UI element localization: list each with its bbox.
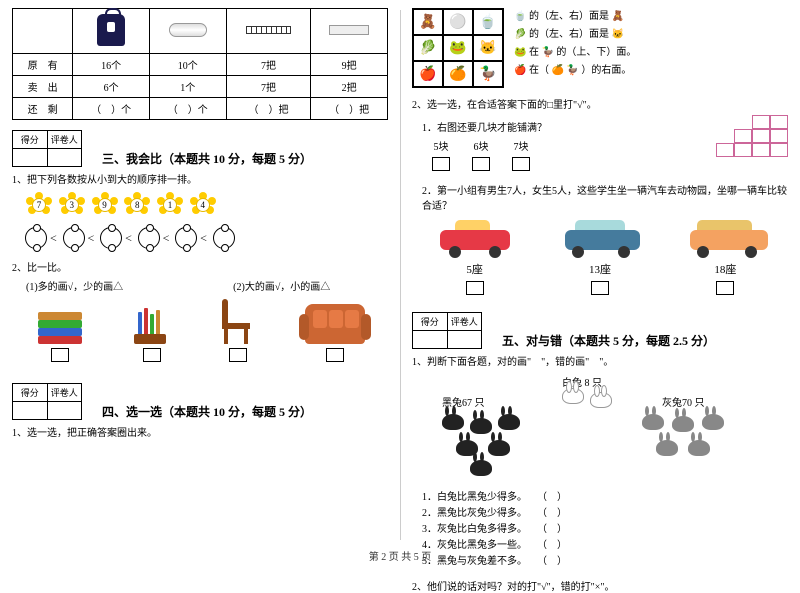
flower-row: 7 3 9 8 1 4 bbox=[24, 192, 388, 221]
question-2: 2、比一比。 bbox=[12, 259, 388, 274]
sofa-icon bbox=[305, 304, 365, 344]
question-r2: 2、选一选，在合适答案下面的□里打"√"。 bbox=[412, 96, 788, 111]
checkbox[interactable] bbox=[466, 281, 484, 295]
cars-row: 5座 13座 18座 bbox=[412, 218, 788, 298]
shape-grid-icon bbox=[716, 115, 788, 157]
ruler-icon bbox=[246, 26, 291, 34]
question-r2-2: 2．第一小组有男生7人，女生5人，这些学生坐一辆汽车去动物园，坐哪一辆车比较合适… bbox=[422, 182, 788, 212]
checkbox[interactable] bbox=[326, 348, 344, 362]
position-grid: 🧸⚪🍵 🥬🐸🐱 🍎🍊🦆 bbox=[412, 8, 504, 88]
bus-icon bbox=[685, 218, 765, 258]
row-label: 原 有 bbox=[13, 54, 73, 76]
section-3-title: 三、我会比（本题共 10 分，每题 5 分） bbox=[102, 150, 312, 167]
items-table: 原 有16个10个7把9把 卖 出6个1个7把2把 还 剩（ ）个（ ）个（ ）… bbox=[12, 8, 388, 120]
position-text: 🍵 的（左、右）面是 🧸 🥬 的（左、右）面是 🐱 🐸 在 🦆 的（上、下）面。… bbox=[514, 8, 636, 88]
checkbox[interactable] bbox=[51, 348, 69, 362]
checkbox[interactable] bbox=[472, 157, 490, 171]
question-1: 1、把下列各数按从小到大的顺序排一排。 bbox=[12, 171, 388, 186]
question-5-2: 2、他们说的话对吗？对的打"√"，错的打"×"。 bbox=[412, 578, 788, 593]
score-box: 得分评卷人 五、对与错（本题共 5 分，每题 2.5 分） bbox=[412, 312, 788, 349]
score-box: 得分评卷人 三、我会比（本题共 10 分，每题 5 分） bbox=[12, 130, 388, 167]
empty-flower-row: < < < < < bbox=[24, 227, 388, 249]
section-4-title: 四、选一选（本题共 10 分，每题 5 分） bbox=[102, 403, 312, 420]
pencils-icon bbox=[132, 304, 172, 344]
score-box: 得分评卷人 四、选一选（本题共 10 分，每题 5 分） bbox=[12, 383, 388, 420]
rabbit-scene: 白兔 8 只 黑兔67 只 灰兔70 只 bbox=[412, 374, 788, 484]
checkbox[interactable] bbox=[229, 348, 247, 362]
section-5-title: 五、对与错（本题共 5 分，每题 2.5 分） bbox=[502, 332, 715, 349]
checkbox[interactable] bbox=[591, 281, 609, 295]
row-label: 还 剩 bbox=[13, 98, 73, 120]
car-icon bbox=[435, 218, 515, 258]
checkbox[interactable] bbox=[512, 157, 530, 171]
pencilcase-icon bbox=[169, 23, 207, 37]
chair-icon bbox=[218, 299, 258, 344]
question-r2-1: 1．右图还要几块才能铺满？ bbox=[422, 119, 710, 134]
compare-row bbox=[12, 299, 388, 365]
eraser-icon bbox=[329, 25, 369, 35]
options-blocks: 5块 6块 7块 bbox=[432, 138, 710, 174]
van-icon bbox=[560, 218, 640, 258]
backpack-icon bbox=[97, 14, 125, 46]
question-4-1: 1、选一选，把正确答案圈出来。 bbox=[12, 424, 388, 439]
checkbox[interactable] bbox=[716, 281, 734, 295]
books-icon bbox=[35, 304, 85, 344]
page-footer: 第 2 页 共 5 页 bbox=[0, 548, 800, 563]
checkbox[interactable] bbox=[143, 348, 161, 362]
checkbox[interactable] bbox=[432, 157, 450, 171]
row-label: 卖 出 bbox=[13, 76, 73, 98]
question-5-1: 1、判断下面各题，对的画" "，错的画" "。 bbox=[412, 353, 788, 368]
